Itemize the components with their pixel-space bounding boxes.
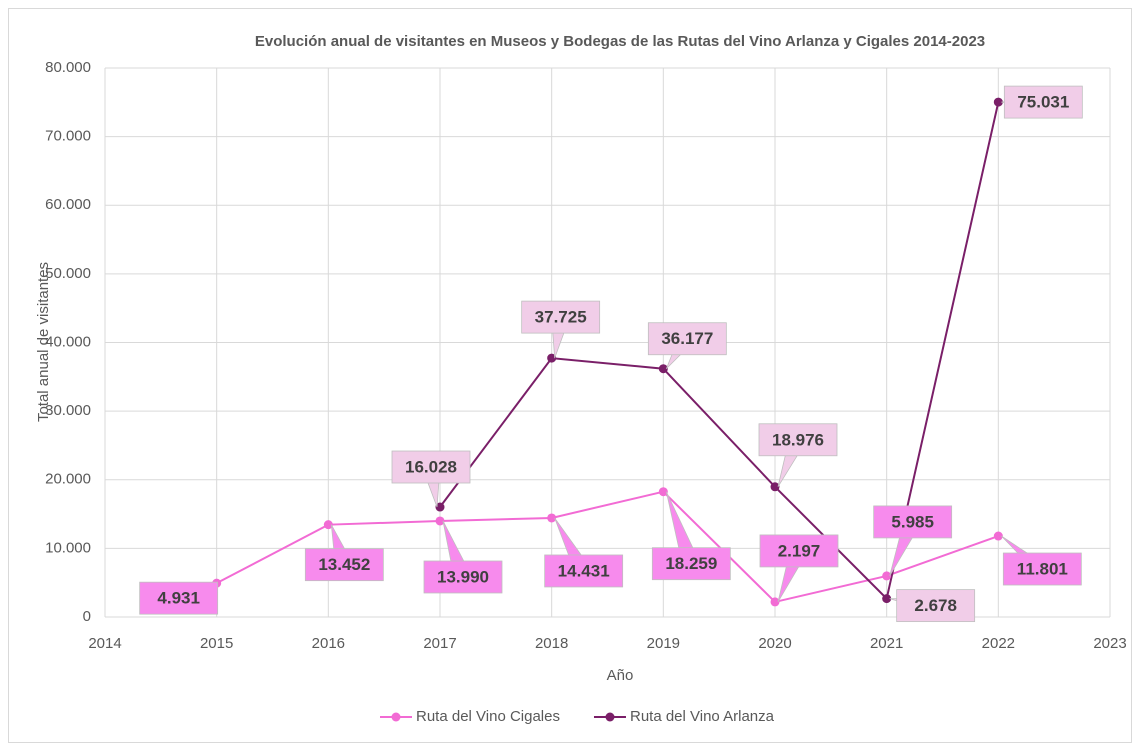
y-tick-label: 30.000 [45,402,91,419]
y-tick-label: 70.000 [45,128,91,145]
data-label: 13.990 [437,567,489,586]
data-label-callout: 14.431 [544,517,624,588]
y-tick-label: 20.000 [45,471,91,488]
data-label: 11.801 [1017,560,1068,579]
y-axis-label: Total anual de visitantes [35,262,52,422]
x-tick-label: 2021 [870,635,903,652]
callout-box [647,322,727,356]
y-tick-label: 50.000 [45,265,91,282]
callout-box [304,548,384,582]
data-label: 16.028 [405,457,457,476]
data-label-callout: 16.028 [391,450,471,508]
data-point [993,97,1003,107]
data-point [435,516,445,526]
data-label: 75.031 [1017,93,1069,112]
callout-box [544,554,624,588]
data-label: 18.259 [665,554,717,573]
callout-box [1002,552,1082,586]
data-label: 18.976 [772,430,824,449]
data-label-callout: 2.678 [889,589,976,623]
data-point [882,594,892,604]
y-tick-label: 0 [83,608,91,625]
data-label-callout: 18.259 [651,491,731,581]
data-label-callout: 13.990 [423,520,503,594]
data-point [993,531,1003,541]
data-point [323,520,333,530]
data-point [658,364,668,374]
x-tick-label: 2020 [758,635,791,652]
y-tick-label: 80.000 [45,59,91,76]
x-tick-label: 2017 [423,635,456,652]
x-axis-label: Año [607,667,634,684]
data-label: 2.197 [778,541,821,560]
data-point [547,513,557,523]
callout-box [896,589,976,623]
data-label-callout: 36.177 [647,322,727,370]
data-label: 37.725 [535,308,587,327]
callout-box [873,505,953,539]
data-point [435,502,445,512]
data-point [882,571,892,581]
data-label-callout: 37.725 [521,300,601,359]
data-label-callout: 13.452 [304,524,384,582]
legend-marker [391,712,401,722]
data-label-callout: 5.985 [873,505,953,577]
chart-title: Evolución anual de visitantes en Museos … [255,33,985,50]
data-label-callout: 2.197 [759,534,839,603]
y-tick-label: 40.000 [45,333,91,350]
data-point [770,597,780,607]
x-tick-label: 2019 [647,635,680,652]
legend-label: Ruta del Vino Arlanza [630,708,775,725]
callout-box [651,547,731,581]
data-point [547,353,557,363]
legend-marker [605,712,615,722]
callout-box [1003,85,1083,119]
x-tick-label: 2022 [982,635,1015,652]
data-label-callout: 11.801 [1001,535,1082,586]
data-point [770,482,780,492]
y-tick-label: 10.000 [45,539,91,556]
x-tick-label: 2016 [312,635,345,652]
callout-box [139,581,219,615]
callout-box [391,450,471,484]
data-label-callout: 4.931 [139,581,219,615]
x-tick-label: 2023 [1093,635,1126,652]
y-tick-label: 60.000 [45,196,91,213]
x-tick-label: 2018 [535,635,568,652]
chart-border [8,8,1132,743]
callout-box [759,534,839,568]
data-label-callout: 75.031 [1001,85,1083,119]
data-label: 36.177 [661,329,713,348]
callout-box [758,423,838,457]
x-tick-label: 2014 [88,635,121,652]
data-label: 5.985 [891,512,934,531]
callout-box [521,300,601,334]
callout-box [423,560,503,594]
data-point [658,487,668,497]
data-label-callout: 18.976 [758,423,838,487]
data-label: 14.431 [558,561,610,580]
data-label: 13.452 [318,555,370,574]
data-label: 4.931 [157,589,200,608]
data-label: 2.678 [914,596,957,615]
legend-label: Ruta del Vino Cigales [416,708,560,725]
x-tick-label: 2015 [200,635,233,652]
